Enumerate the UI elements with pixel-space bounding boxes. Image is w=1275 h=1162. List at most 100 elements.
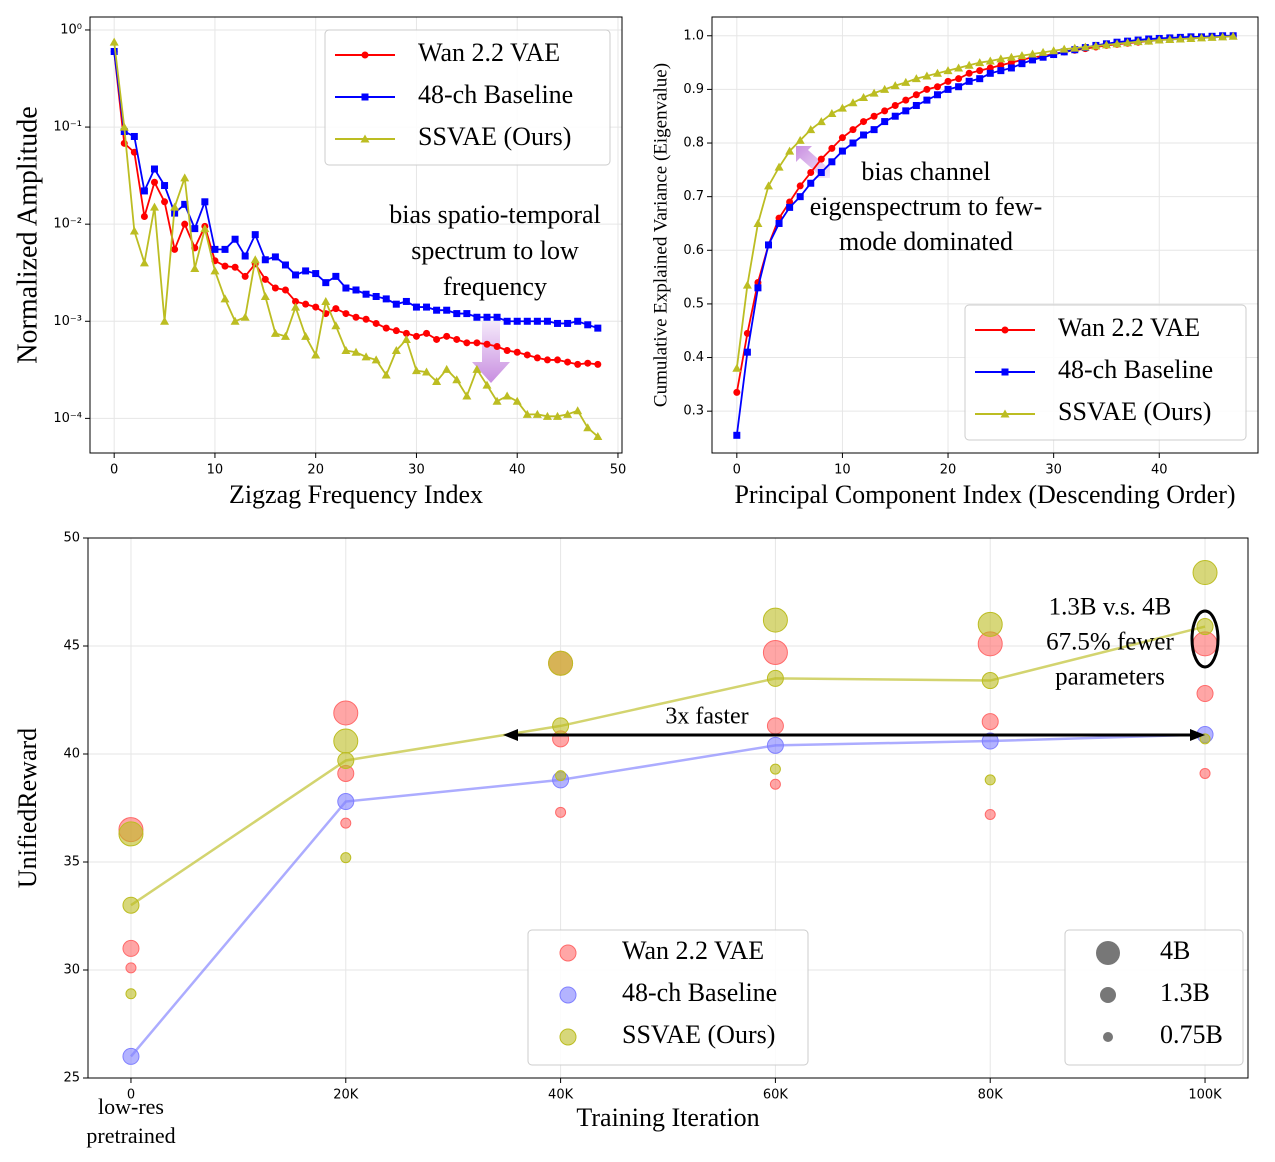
data-point [976, 67, 984, 75]
y-tick-label: 45 [63, 639, 80, 654]
x-tick-label: 0 [110, 463, 118, 478]
data-point [1196, 33, 1206, 42]
data-point [1186, 33, 1196, 42]
data-point [943, 66, 953, 75]
legend-label: Wan 2.2 VAE [1058, 313, 1200, 342]
bubble [981, 672, 999, 690]
annotation: eigenspectrum to few- [810, 192, 1042, 221]
data-point [342, 310, 350, 318]
plot-frame [711, 16, 1259, 454]
y-tick-label: 50 [63, 531, 80, 546]
data-point [251, 231, 259, 239]
data-point [1112, 39, 1122, 48]
legend-label: SSVAE (Ours) [1058, 397, 1211, 426]
bubble [762, 607, 788, 633]
legend-label: 48-ch Baseline [418, 80, 573, 109]
bubble [981, 732, 999, 750]
y-tick-label: 10⁻⁴ [53, 411, 82, 426]
y-tick-label: 10⁻³ [53, 314, 82, 329]
data-point [932, 68, 942, 77]
data-point [411, 366, 421, 375]
data-point [860, 131, 868, 139]
bubble [337, 793, 355, 811]
data-point [976, 75, 984, 83]
data-point [171, 245, 179, 253]
data-point [423, 303, 431, 311]
data-point [301, 331, 311, 340]
data-point [129, 226, 139, 235]
data-point [986, 64, 994, 72]
data-point [997, 61, 1005, 69]
data-point [795, 135, 805, 144]
bubble [122, 1047, 140, 1065]
data-point [452, 375, 462, 384]
bubble [548, 650, 574, 676]
data-point [911, 74, 921, 83]
data-point [382, 295, 390, 303]
data-point [1007, 64, 1015, 72]
data-point [542, 411, 552, 420]
series-line [130, 733, 1206, 1058]
annotation: 67.5% fewer [1046, 629, 1174, 656]
x-tick-label: 10 [207, 463, 224, 478]
data-point [806, 125, 816, 134]
data-point [1059, 44, 1069, 53]
data-point [150, 165, 158, 173]
data-point [342, 284, 350, 292]
data-point [493, 313, 501, 321]
data-point [463, 339, 471, 347]
bubble [769, 763, 781, 775]
data-point [743, 329, 751, 337]
data-point [553, 411, 563, 420]
bubble [981, 713, 999, 731]
data-point [483, 340, 491, 348]
data-point [291, 302, 301, 311]
data-point [1070, 43, 1080, 52]
data-point [986, 69, 994, 77]
size-legend-label: 0.75B [1160, 1020, 1223, 1049]
data-point [574, 317, 582, 325]
y-tick-label: 40 [63, 747, 80, 762]
annotation: 1.3B v.s. 4B [1049, 594, 1172, 621]
legend-label: 48-ch Baseline [1058, 355, 1213, 384]
data-point [473, 339, 481, 347]
data-point [543, 317, 551, 325]
data-point [240, 312, 250, 321]
data-point [786, 198, 794, 206]
data-point [321, 296, 331, 305]
data-point [482, 380, 492, 389]
x-tick-label: 20K [333, 1088, 359, 1103]
x-tick-label: 30 [408, 463, 425, 478]
data-point [1017, 51, 1027, 60]
data-point [362, 290, 370, 298]
speedup-label: 3x faster [665, 704, 748, 730]
data-point [210, 266, 220, 275]
data-point [765, 241, 773, 249]
legend-marker [360, 134, 370, 143]
bubble [555, 770, 567, 782]
data-point [584, 321, 592, 329]
data-point [532, 409, 542, 418]
data-point [130, 132, 138, 140]
data-point [423, 329, 431, 337]
data-point [442, 364, 452, 373]
data-point [573, 406, 583, 415]
data-point [322, 279, 330, 287]
annotation: frequency [443, 272, 547, 301]
bubble [766, 717, 784, 735]
bubble [340, 817, 352, 829]
data-point [201, 198, 209, 206]
data-point [241, 252, 249, 260]
data-point [594, 324, 602, 332]
data-point [220, 294, 230, 303]
data-point [161, 182, 169, 190]
data-point [764, 181, 774, 190]
data-point [923, 96, 931, 104]
data-point [149, 202, 159, 211]
data-point [743, 348, 751, 356]
y-axis-label: UnifiedReward [13, 728, 42, 888]
data-point [848, 98, 858, 107]
data-point [1007, 59, 1015, 67]
data-point [774, 162, 784, 171]
